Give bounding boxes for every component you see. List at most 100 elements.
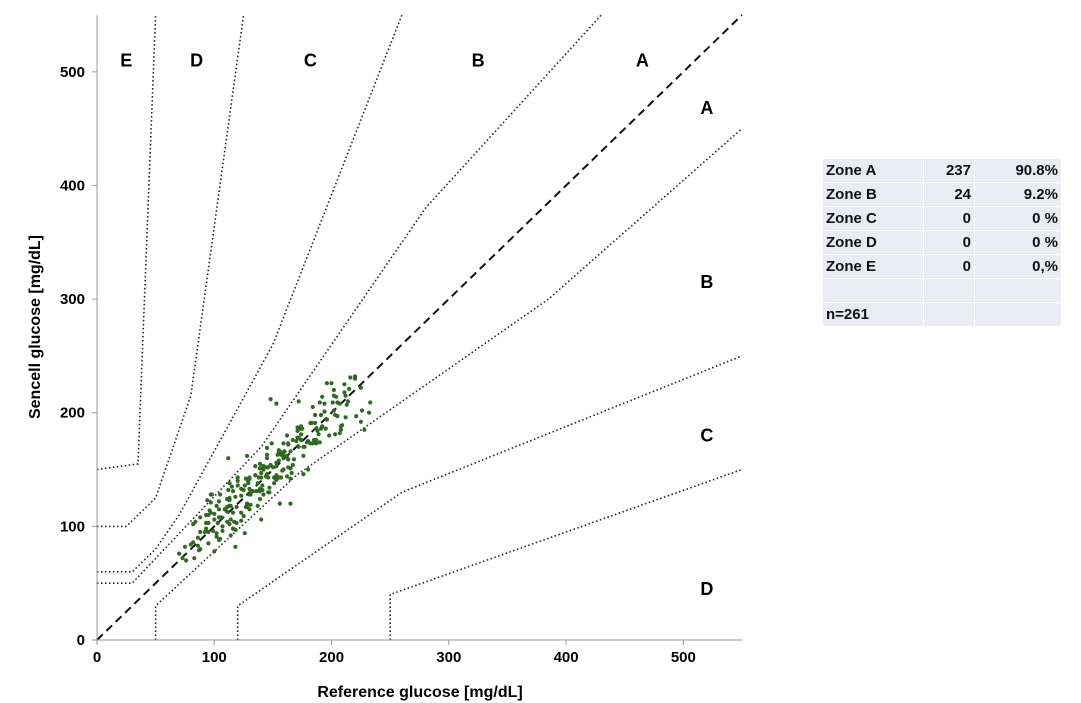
x-tick-label: 300 xyxy=(436,649,461,666)
data-point xyxy=(259,470,264,476)
data-point xyxy=(230,489,236,494)
axes: 0 100 200 300 400 500 0 100 200 300 400 500 xyxy=(60,15,742,666)
identity-line xyxy=(96,14,743,641)
data-point xyxy=(290,437,295,443)
data-point xyxy=(229,484,234,489)
x-tick-label: 100 xyxy=(202,649,227,666)
data-point xyxy=(245,453,250,458)
data-point xyxy=(248,502,253,507)
table-row: Zone B 24 9.2% xyxy=(822,182,1062,207)
x-axis-title: Reference glucose [mg/dL] xyxy=(317,684,522,701)
data-point xyxy=(313,412,318,418)
data-point xyxy=(342,382,347,387)
data-point xyxy=(259,517,264,522)
data-point xyxy=(182,544,188,549)
data-point xyxy=(334,394,339,399)
y-tick-label: 200 xyxy=(60,405,85,422)
data-point xyxy=(352,374,358,379)
data-point xyxy=(233,544,238,549)
zone-label: A xyxy=(700,98,713,118)
data-point xyxy=(233,527,238,532)
data-point xyxy=(191,522,196,527)
zone-label: C xyxy=(304,50,317,70)
data-point xyxy=(284,433,290,438)
data-point xyxy=(235,475,240,480)
data-point xyxy=(220,524,225,529)
data-point xyxy=(261,467,266,472)
table-cell xyxy=(974,302,1062,327)
data-point xyxy=(239,510,244,515)
table-cell: 90.8% xyxy=(974,158,1062,183)
data-point xyxy=(243,476,248,481)
data-point xyxy=(205,498,210,503)
zone-boundary-line xyxy=(154,127,743,640)
data-point xyxy=(263,474,268,479)
zone-boundary-line xyxy=(96,14,157,471)
zone-boundary-line xyxy=(97,14,245,528)
data-point xyxy=(296,444,301,449)
x-tick-label: 0 xyxy=(93,649,101,666)
data-point xyxy=(206,541,211,546)
data-point xyxy=(211,528,216,534)
data-point xyxy=(286,457,291,462)
data-point xyxy=(235,483,240,488)
data-point xyxy=(304,440,309,445)
data-point xyxy=(267,490,272,495)
table-cell: Zone D xyxy=(822,230,924,255)
zone-boundaries xyxy=(96,14,743,640)
data-point xyxy=(314,441,319,446)
data-point xyxy=(295,428,300,433)
data-point xyxy=(306,467,311,472)
data-point xyxy=(259,475,264,480)
data-point xyxy=(226,487,231,493)
zone-boundary-line xyxy=(236,355,743,640)
zone-label: A xyxy=(636,50,649,70)
data-point xyxy=(264,452,270,457)
data-point xyxy=(184,558,189,563)
table-cell: 0 % xyxy=(974,230,1062,255)
data-point xyxy=(313,420,318,426)
data-point xyxy=(264,456,270,461)
data-point xyxy=(344,402,349,407)
data-point xyxy=(257,466,263,471)
data-point xyxy=(301,453,306,458)
data-point xyxy=(268,397,273,402)
data-point xyxy=(204,526,209,531)
data-point xyxy=(218,492,223,497)
data-point xyxy=(234,504,239,510)
zone-label: E xyxy=(120,50,132,70)
data-point xyxy=(317,400,322,405)
data-point xyxy=(204,520,209,526)
data-point xyxy=(216,515,222,520)
zone-labels: E D C B A A B C D xyxy=(120,50,713,598)
data-point xyxy=(216,499,222,504)
data-point xyxy=(227,481,232,486)
data-point xyxy=(280,468,285,473)
data-point xyxy=(216,537,222,543)
table-cell: Zone A xyxy=(822,158,924,183)
zone-label: C xyxy=(700,425,713,445)
data-point xyxy=(320,394,325,399)
data-point xyxy=(308,420,313,426)
data-point xyxy=(315,428,320,433)
data-point xyxy=(241,514,246,519)
data-point xyxy=(228,533,233,538)
data-point xyxy=(314,437,319,443)
data-point xyxy=(228,517,233,522)
data-point xyxy=(216,507,222,512)
data-point xyxy=(207,508,212,513)
zone-label: D xyxy=(190,50,203,70)
data-point xyxy=(246,481,251,486)
data-point xyxy=(288,476,293,481)
data-point xyxy=(359,408,365,413)
table-cell xyxy=(923,302,975,327)
data-point xyxy=(212,511,217,516)
data-point xyxy=(257,461,263,466)
data-point xyxy=(212,549,217,554)
data-point xyxy=(239,493,244,498)
table-row: n=261 xyxy=(822,302,1062,327)
